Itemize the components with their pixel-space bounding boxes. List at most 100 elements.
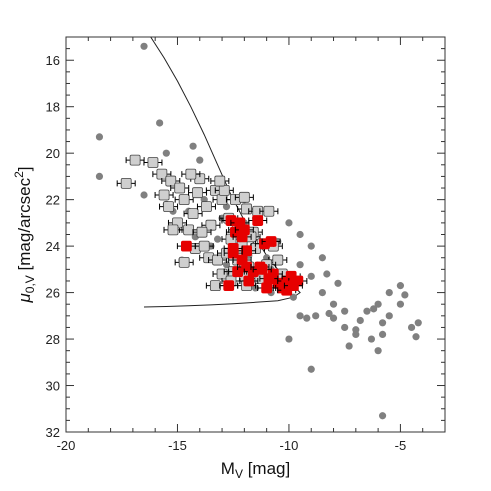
gray-square-point — [238, 191, 250, 203]
gray-square-point — [216, 194, 228, 206]
gray-square-point — [205, 219, 217, 231]
gray-square-point — [187, 208, 199, 219]
x-tick-label: -15 — [168, 438, 187, 453]
gray-dot — [370, 305, 378, 313]
x-tick-labels: -20 -15 -10 -5 — [57, 438, 407, 453]
gray-dot — [285, 335, 293, 343]
gray-dot — [374, 347, 382, 355]
gray-square-point — [192, 187, 203, 199]
gray-dot — [140, 42, 148, 50]
gray-dot — [401, 291, 409, 299]
gray-dot — [385, 288, 393, 297]
gray-square-point — [218, 184, 230, 196]
gray-dot — [407, 323, 416, 332]
y-tick-label: 24 — [46, 239, 60, 254]
y-tick-label: 32 — [46, 425, 60, 440]
red-square-point — [265, 236, 277, 247]
red-square-point — [287, 280, 299, 292]
gray-square-point — [178, 256, 190, 268]
gray-dot — [356, 316, 364, 325]
gray-dot — [156, 119, 164, 127]
gray-dot — [329, 300, 338, 308]
y-tick-label: 22 — [46, 193, 60, 208]
gray-dot — [140, 191, 148, 199]
gray-square-point — [212, 254, 224, 266]
gray-dot — [318, 254, 326, 262]
gray-dot — [341, 307, 349, 315]
red-square-point — [223, 280, 235, 292]
gray-square-point — [174, 182, 186, 194]
y-tick-label: 28 — [46, 332, 60, 347]
gray-dot — [378, 330, 387, 339]
gray-square-point — [167, 224, 179, 236]
gray-dot — [296, 230, 304, 239]
gray-dot — [323, 270, 331, 278]
gray-dot — [296, 312, 304, 320]
gray-dot — [285, 219, 293, 227]
gray-dot — [214, 235, 222, 243]
gray-square-point — [120, 177, 132, 189]
gray-dot — [95, 172, 104, 181]
gray-square-point — [156, 168, 168, 180]
gray-dot — [307, 365, 315, 373]
gray-dot — [312, 312, 320, 320]
gray-square-point — [163, 201, 174, 213]
gray-dot — [414, 319, 422, 327]
gray-dot — [352, 326, 360, 334]
gray-dot — [307, 242, 315, 250]
gray-square-point — [209, 280, 221, 292]
y-tick-labels: 16 18 20 22 24 26 28 30 32 — [46, 53, 60, 440]
red-square-point — [180, 240, 192, 252]
red-square-point — [241, 245, 252, 257]
red-square-point — [243, 275, 255, 287]
gray-square-point — [185, 168, 197, 180]
gray-dot — [162, 149, 170, 157]
gray-square-point — [198, 240, 210, 252]
y-tick-label: 16 — [46, 53, 60, 68]
gray-dot — [341, 323, 349, 332]
y-tick-label: 18 — [46, 100, 60, 115]
gray-dot — [334, 279, 342, 287]
gray-dot — [329, 314, 338, 322]
gray-square-point — [201, 201, 212, 213]
gray-dot — [296, 261, 304, 269]
red-square-point — [227, 243, 239, 254]
gray-square-point — [263, 205, 275, 217]
gray-square-point — [129, 154, 141, 166]
gray-dot — [378, 319, 387, 327]
red-square-point — [261, 282, 273, 294]
gray-square-point — [214, 175, 226, 187]
gray-dot — [378, 412, 387, 420]
gray-dot — [363, 307, 371, 315]
red-square-point — [252, 215, 264, 226]
gray-dot — [412, 333, 420, 341]
gray-dot — [345, 342, 353, 350]
gray-dot — [303, 314, 311, 322]
gray-dot — [325, 309, 333, 318]
x-tick-label: -20 — [57, 438, 76, 453]
y-tick-label: 30 — [46, 379, 60, 394]
gray-square-point — [196, 226, 208, 238]
gray-square-point — [216, 268, 228, 280]
gray-dot — [95, 133, 104, 141]
gray-dot — [196, 156, 204, 164]
red-square-point — [263, 273, 275, 285]
red-squares-layer — [176, 215, 308, 296]
axis-ticks-layer — [65, 36, 446, 433]
gray-square-point — [272, 254, 284, 266]
y-tick-label: 26 — [46, 286, 60, 301]
gray-dot — [318, 288, 326, 297]
gray-dot — [374, 300, 382, 308]
gray-square-point — [158, 189, 170, 201]
x-tick-label: -5 — [395, 438, 407, 453]
gray-dot — [289, 293, 297, 301]
gray-dot — [396, 282, 405, 290]
y-tick-label: 20 — [46, 146, 60, 161]
gray-square-point — [147, 157, 159, 168]
gray-dot — [396, 300, 405, 308]
gray-dot — [367, 335, 376, 343]
x-axis-title: MV [mag] — [221, 459, 290, 481]
red-square-point — [256, 263, 268, 275]
gray-square-point — [241, 203, 252, 215]
